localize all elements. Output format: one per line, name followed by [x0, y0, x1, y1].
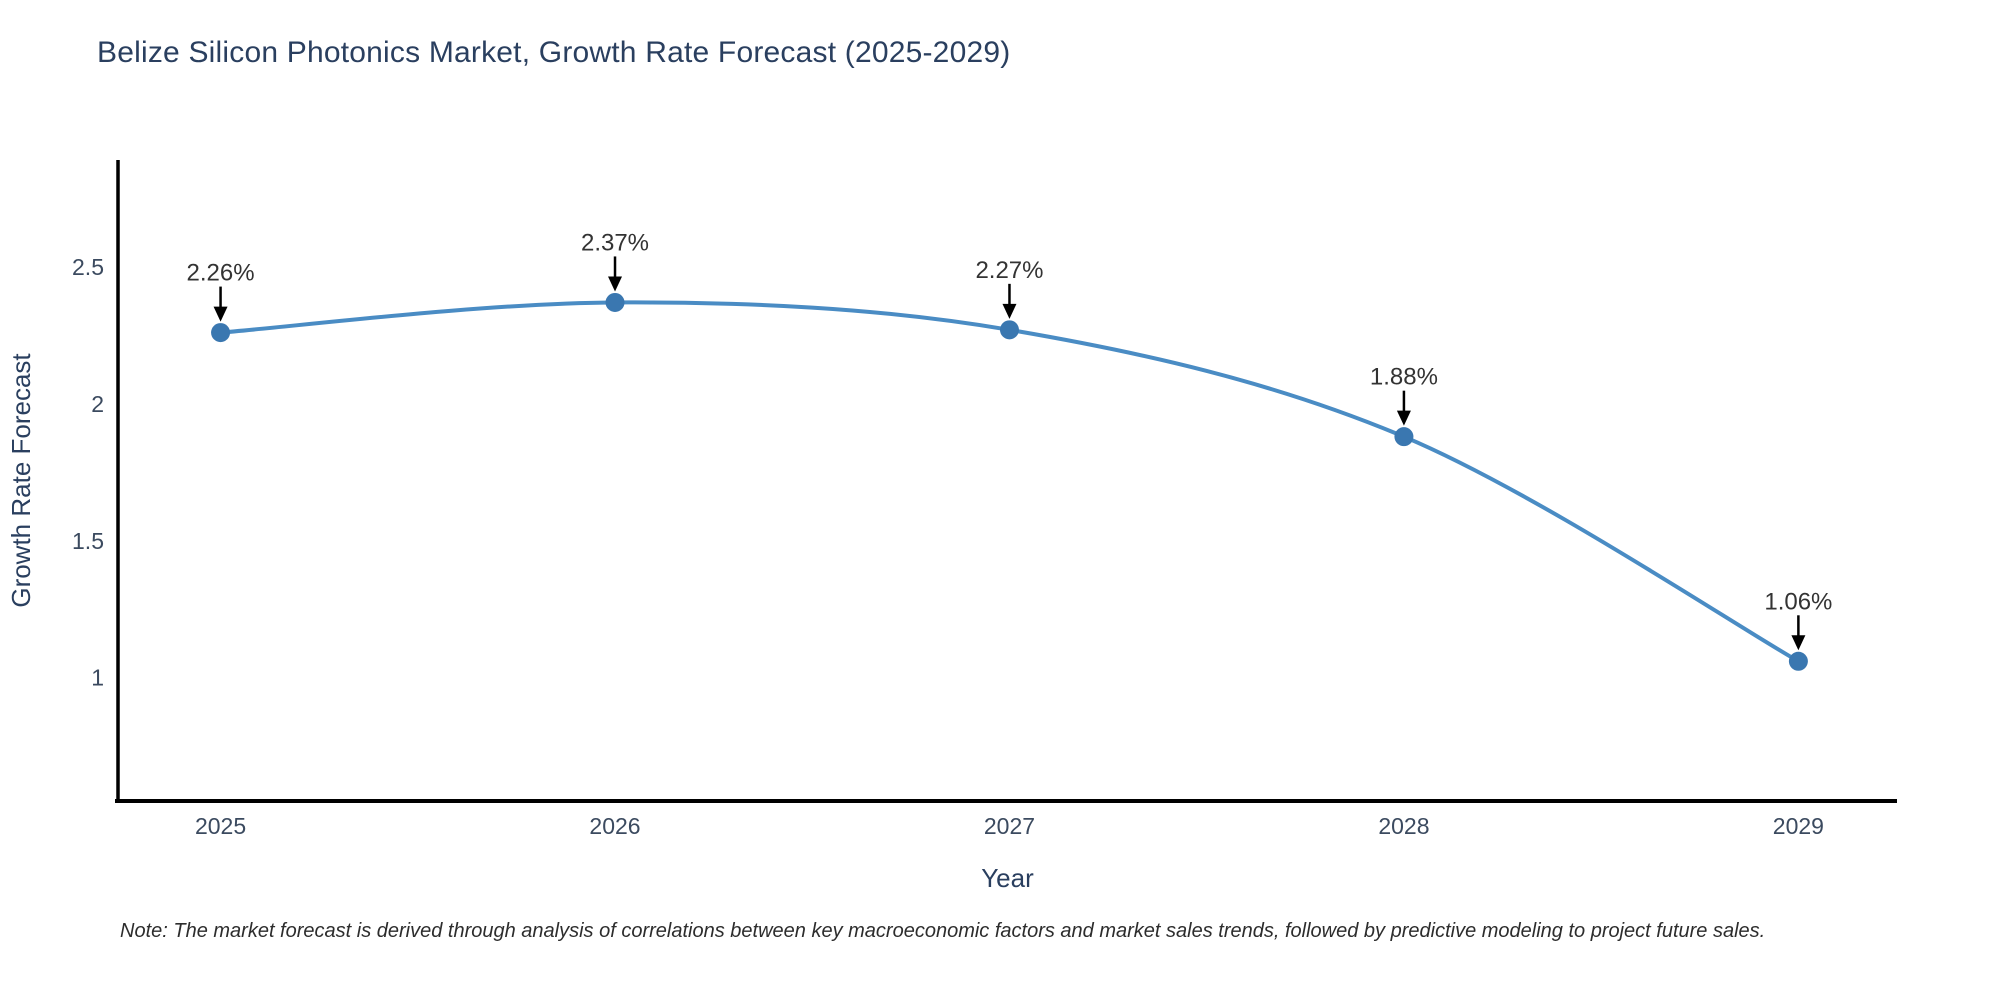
- y-tick-label: 1.5: [72, 528, 104, 554]
- x-tick-label: 2026: [589, 813, 640, 839]
- x-tick-label: 2027: [984, 813, 1035, 839]
- note-text: Note: The market forecast is derived thr…: [120, 920, 1766, 942]
- x-tick-label: 2025: [195, 813, 246, 839]
- x-tick-label: 2028: [1378, 813, 1429, 839]
- y-tick-label: 2: [91, 391, 104, 417]
- y-tick-label: 2.5: [72, 254, 104, 280]
- annotation-arrowhead-icon: [213, 306, 228, 322]
- annotation-arrowhead-icon: [1396, 410, 1411, 426]
- y-axis-title: Growth Rate Forecast: [6, 353, 36, 608]
- data-label: 1.88%: [1370, 364, 1438, 391]
- annotation-arrowhead-icon: [1791, 635, 1806, 651]
- data-point: [211, 323, 231, 343]
- series-line: [220, 300, 1800, 664]
- data-point: [1788, 651, 1808, 671]
- data-point: [605, 292, 625, 312]
- data-point: [1394, 427, 1414, 447]
- x-axis-title: Year: [981, 863, 1034, 893]
- data-label: 1.06%: [1764, 588, 1832, 615]
- data-label: 2.37%: [581, 229, 649, 256]
- data-label: 2.26%: [187, 260, 255, 287]
- x-tick-label: 2029: [1773, 813, 1824, 839]
- chart-title: Belize Silicon Photonics Market, Growth …: [97, 36, 1011, 69]
- data-point: [999, 320, 1019, 340]
- y-tick-label: 1: [91, 665, 104, 691]
- annotation-arrowhead-icon: [1002, 303, 1017, 319]
- annotation-arrowhead-icon: [608, 276, 623, 292]
- data-label: 2.27%: [975, 257, 1043, 284]
